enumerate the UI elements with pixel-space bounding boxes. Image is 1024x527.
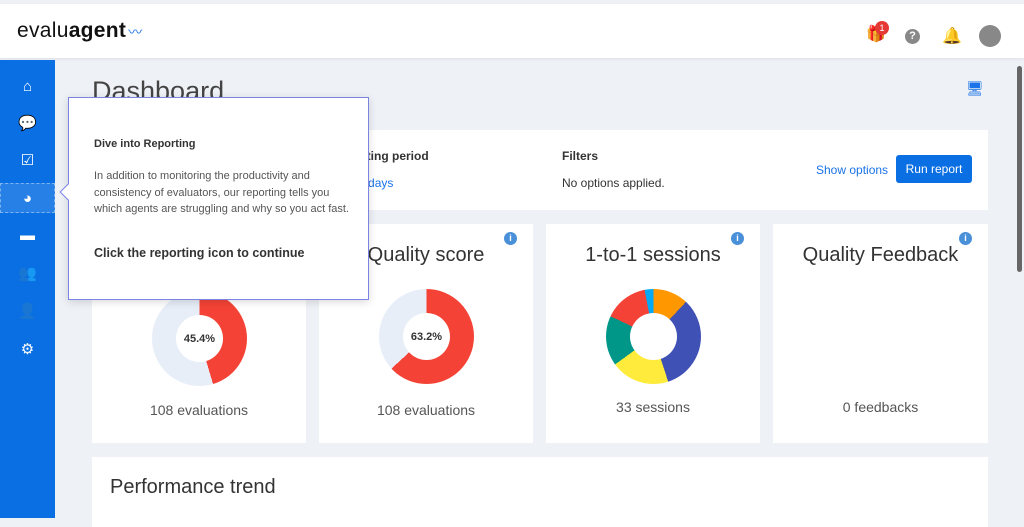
card-title: 1-to-1 sessions — [585, 244, 721, 266]
sidebar: ⌂ 💬 ☑ ◕ ▬ 👥 👤 ⚙ — [0, 60, 55, 518]
tooltip-body: In addition to monitoring the productivi… — [94, 170, 349, 215]
info-icon[interactable]: i — [731, 232, 744, 245]
performance-trend-title: Performance trend — [110, 476, 276, 498]
card-title: Quality Feedback — [802, 244, 959, 266]
pie-chart-icon: ◕ — [22, 190, 33, 207]
users-icon: 👥 — [18, 265, 37, 282]
notification-badge: 1 — [875, 21, 889, 35]
tooltip-cta: Click the reporting icon to continue — [94, 246, 305, 260]
chat-icon: 💬 — [18, 115, 37, 132]
help-icon[interactable]: ? — [905, 29, 920, 44]
sidebar-item-settings[interactable]: ⚙ — [0, 335, 55, 365]
performance-trend-card: Performance trend — [92, 457, 988, 527]
sidebar-item-users[interactable]: 👥 — [0, 259, 55, 289]
run-report-button[interactable]: Run report — [896, 155, 972, 183]
sidebar-item-conversations[interactable]: 💬 — [0, 109, 55, 139]
card-subtitle: 33 sessions — [616, 399, 690, 415]
evaluagent-logo[interactable]: evaluagent 〰 — [17, 19, 143, 42]
gear-icon: ⚙ — [20, 341, 35, 358]
sidebar-item-reporting[interactable]: ◕ — [0, 183, 55, 213]
card-subtitle: 0 feedbacks — [842, 399, 919, 415]
card-title: Quality score — [367, 244, 485, 266]
message-icon: ▬ — [20, 227, 35, 244]
donut-percent: 63.2% — [403, 313, 450, 360]
show-options-link[interactable]: Show options — [816, 163, 889, 177]
tooltip-arrow — [59, 183, 77, 201]
user-settings-icon: 👤 — [18, 303, 37, 320]
card-subtitle: 108 evaluations — [376, 402, 476, 418]
info-icon[interactable]: i — [504, 232, 517, 245]
donut-hole — [630, 313, 677, 360]
sidebar-item-evaluations[interactable]: ☑ — [0, 146, 55, 176]
sidebar-item-messages[interactable]: ▬ — [0, 221, 55, 251]
one-to-one-sessions-card: i 1-to-1 sessions 33 sessions — [546, 224, 760, 443]
sidebar-item-user-settings[interactable]: 👤 — [0, 297, 55, 327]
card-subtitle: 108 evaluations — [149, 402, 249, 418]
bell-icon[interactable]: 🔔 — [942, 28, 962, 45]
filters-label: Filters — [562, 149, 599, 163]
sidebar-item-home[interactable]: ⌂ — [0, 72, 55, 102]
donut-percent: 45.4% — [176, 315, 223, 362]
user-avatar-icon[interactable] — [979, 25, 1001, 47]
top-header: evaluagent 〰 🎁 1 ? 🔔 — [0, 4, 1024, 58]
scrollbar[interactable] — [1017, 66, 1022, 272]
monitor-icon[interactable]: 🖥 — [966, 80, 984, 96]
info-icon[interactable]: i — [959, 232, 972, 245]
onboarding-tooltip: Dive into Reporting In addition to monit… — [59, 97, 369, 300]
tooltip-heading: Dive into Reporting — [94, 138, 196, 150]
filters-value: No options applied. — [562, 176, 665, 190]
home-icon: ⌂ — [22, 78, 33, 95]
checkbox-icon: ☑ — [20, 152, 35, 169]
quality-feedback-card: i Quality Feedback 0 feedbacks — [773, 224, 988, 443]
